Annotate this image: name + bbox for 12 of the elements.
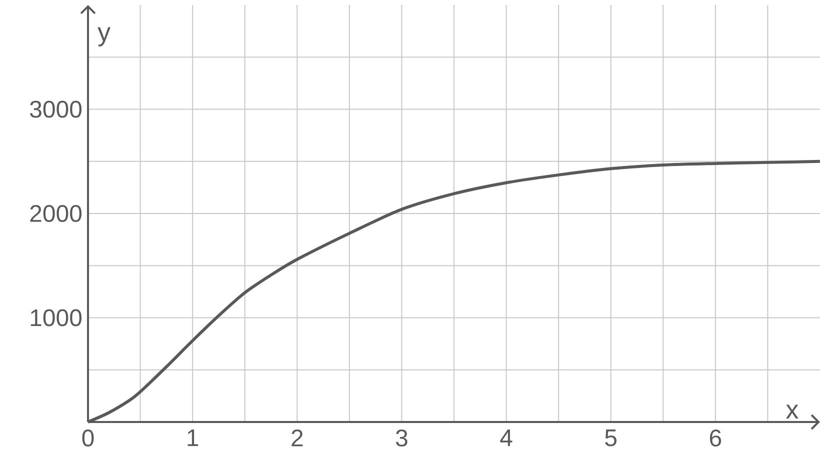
x-tick-label: 5 (605, 430, 617, 446)
x-tick-label: 0 (82, 430, 94, 447)
y-tick-label: 1000 (30, 309, 82, 326)
x-tick-label: 6 (710, 430, 722, 447)
x-tick-label: 1 (188, 430, 198, 446)
x-tick-label: 3 (396, 430, 408, 447)
x-tick-label: 4 (500, 430, 512, 446)
y-axis-title: y (98, 27, 110, 46)
x-axis-title: x (786, 404, 798, 418)
y-tick-label: 3000 (30, 100, 82, 118)
y-tick-label: 2000 (30, 205, 82, 222)
x-tick-label: 2 (292, 430, 303, 446)
